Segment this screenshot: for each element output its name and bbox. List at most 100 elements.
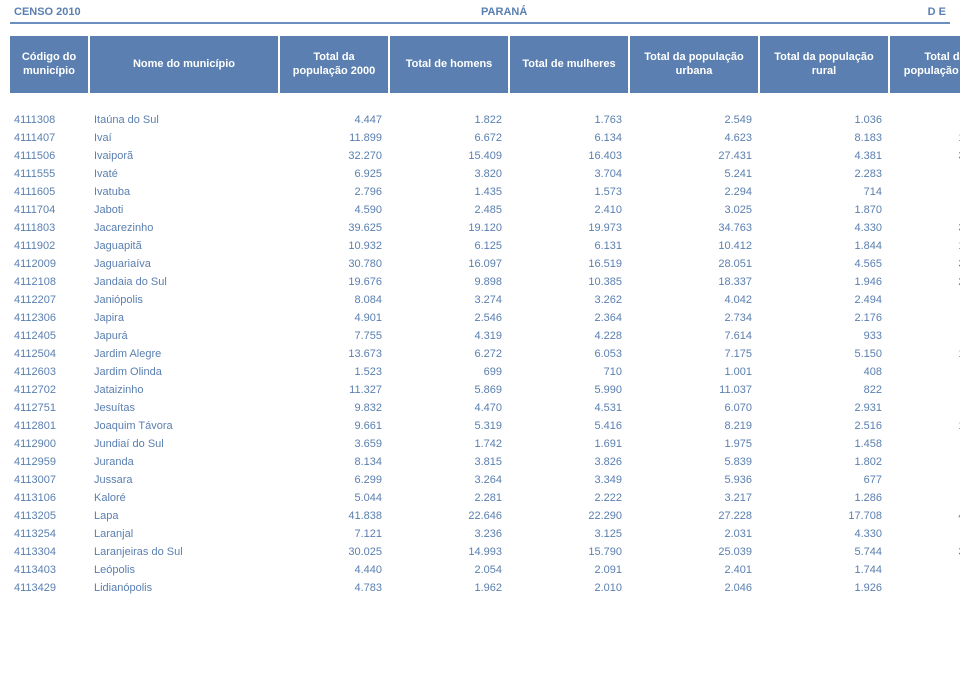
cell-value: 3.264 — [390, 471, 510, 489]
header-homens: Total de homens — [390, 36, 510, 93]
cell-value: 4.470 — [390, 399, 510, 417]
cell-name: Jandaia do Sul — [90, 273, 280, 291]
cell-name: Jesuítas — [90, 399, 280, 417]
cell-value: 5.744 — [760, 543, 890, 561]
cell-value: 7.614 — [630, 327, 760, 345]
cell-value: 1.458 — [760, 435, 890, 453]
cell-value: 9.661 — [280, 417, 390, 435]
cell-value: 7.121 — [280, 525, 390, 543]
cell-name: Jardim Alegre — [90, 345, 280, 363]
cell-value: 22.646 — [390, 507, 510, 525]
cell-value: 30.780 — [280, 255, 390, 273]
cell-name: Kaloré — [90, 489, 280, 507]
cell-value: 39.093 — [890, 219, 960, 237]
cell-value: 1.844 — [760, 237, 890, 255]
cell-value: 4.590 — [280, 201, 390, 219]
cell-value: 2.031 — [630, 525, 760, 543]
cell-value: 5.319 — [390, 417, 510, 435]
cell-value: 6.053 — [510, 345, 630, 363]
cell-value: 15.409 — [390, 147, 510, 165]
cell-value: 699 — [390, 363, 510, 381]
cell-value: 4.145 — [890, 561, 960, 579]
cell-value: 1.435 — [390, 183, 510, 201]
cell-value: 31.812 — [890, 147, 960, 165]
cell-value: 5.936 — [630, 471, 760, 489]
cell-value: 30.025 — [280, 543, 390, 561]
cell-value: 14.993 — [390, 543, 510, 561]
cell-name: Juranda — [90, 453, 280, 471]
cell-value: 12.325 — [890, 345, 960, 363]
cell-name: Janiópolis — [90, 291, 280, 309]
cell-value: 2.549 — [630, 111, 760, 129]
cell-code: 4111605 — [10, 183, 90, 201]
cell-value: 5.869 — [390, 381, 510, 399]
cell-value: 1.573 — [510, 183, 630, 201]
header-rural: Total da população rural — [760, 36, 890, 93]
cell-value: 11.037 — [630, 381, 760, 399]
cell-value: 5.990 — [510, 381, 630, 399]
cell-value: 34.763 — [630, 219, 760, 237]
cell-value: 4.228 — [510, 327, 630, 345]
cell-name: Jaboti — [90, 201, 280, 219]
cell-name: Laranjal — [90, 525, 280, 543]
table-row: 4112207Janiópolis8.0843.2743.2624.0422.4… — [10, 291, 960, 309]
cell-value: 4.895 — [890, 201, 960, 219]
cell-code: 4111555 — [10, 165, 90, 183]
cell-value: 3.236 — [390, 525, 510, 543]
cell-name: Jaguariaíva — [90, 255, 280, 273]
cell-value: 16.519 — [510, 255, 630, 273]
cell-value: 3.008 — [890, 183, 960, 201]
table-row: 4111605Ivatuba2.7961.4351.5732.2947143.0… — [10, 183, 960, 201]
cell-value: 4.503 — [890, 489, 960, 507]
cell-value: 6.134 — [510, 129, 630, 147]
cell-value: 1.962 — [390, 579, 510, 597]
cell-value: 8.219 — [630, 417, 760, 435]
cell-value: 18.337 — [630, 273, 760, 291]
cell-value: 9.898 — [390, 273, 510, 291]
cell-code: 4111902 — [10, 237, 90, 255]
cell-value: 25.039 — [630, 543, 760, 561]
table-row: 4111308Itaúna do Sul4.4471.8221.7632.549… — [10, 111, 960, 129]
cell-name: Ivaté — [90, 165, 280, 183]
cell-value: 19.676 — [280, 273, 390, 291]
cell-value: 7.175 — [630, 345, 760, 363]
cell-value: 4.440 — [280, 561, 390, 579]
cell-value: 5.241 — [630, 165, 760, 183]
cell-code: 4112702 — [10, 381, 90, 399]
cell-value: 7.641 — [890, 453, 960, 471]
cell-value: 1.691 — [510, 435, 630, 453]
cell-value: 10.412 — [630, 237, 760, 255]
cell-value: 3.972 — [890, 579, 960, 597]
table-row: 4112959Juranda8.1343.8153.8265.8391.8027… — [10, 453, 960, 471]
header-pop2010: Total da população 2010 — [890, 36, 960, 93]
cell-code: 4112009 — [10, 255, 90, 273]
header-pop2000: Total da população 2000 — [280, 36, 390, 93]
cell-value: 16.097 — [390, 255, 510, 273]
cell-value: 2.734 — [630, 309, 760, 327]
table-row: 4111902Jaguapitã10.9326.1256.13110.4121.… — [10, 237, 960, 255]
cell-code: 4113429 — [10, 579, 90, 597]
data-table: 4111308Itaúna do Sul4.4471.8221.7632.549… — [10, 111, 960, 597]
cell-value: 822 — [760, 381, 890, 399]
cell-code: 4112306 — [10, 309, 90, 327]
cell-code: 4111407 — [10, 129, 90, 147]
cell-value: 3.025 — [630, 201, 760, 219]
cell-value: 6.299 — [280, 471, 390, 489]
cell-code: 4111803 — [10, 219, 90, 237]
cell-value: 4.910 — [890, 309, 960, 327]
cell-code: 4112801 — [10, 417, 90, 435]
table-row: 4112900Jundiaí do Sul3.6591.7421.6911.97… — [10, 435, 960, 453]
cell-value: 4.565 — [760, 255, 890, 273]
cell-value: 1.926 — [760, 579, 890, 597]
table-row: 4112801Joaquim Távora9.6615.3195.4168.21… — [10, 417, 960, 435]
cell-code: 4111308 — [10, 111, 90, 129]
cell-value: 22.290 — [510, 507, 630, 525]
cell-value: 3.349 — [510, 471, 630, 489]
cell-code: 4113007 — [10, 471, 90, 489]
cell-name: Jacarezinho — [90, 219, 280, 237]
cell-value: 1.946 — [760, 273, 890, 291]
table-row: 4111506Ivaiporã32.27015.40916.40327.4314… — [10, 147, 960, 165]
cell-value: 1.870 — [760, 201, 890, 219]
cell-value: 13.673 — [280, 345, 390, 363]
cell-value: 11.859 — [890, 381, 960, 399]
